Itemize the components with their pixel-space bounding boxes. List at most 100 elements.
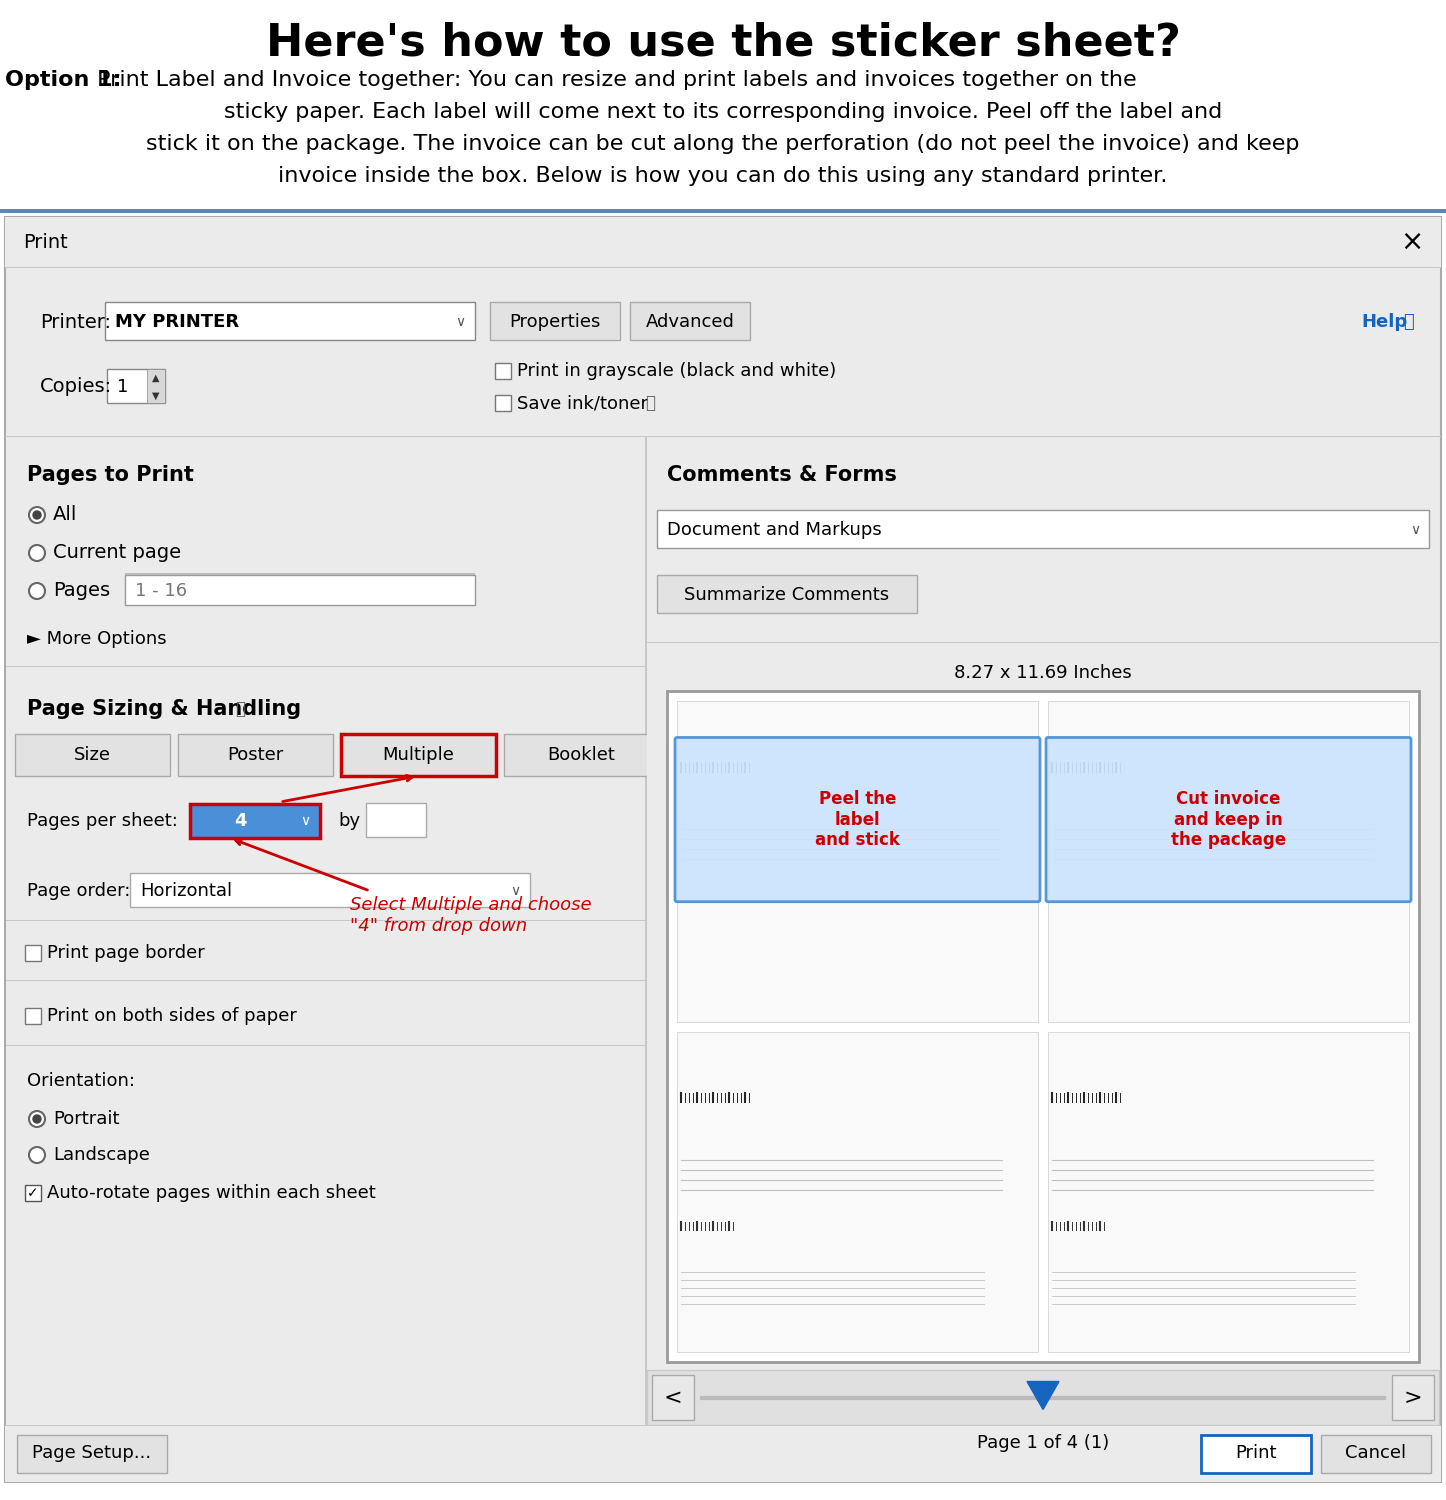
Text: Size: Size [74,746,110,764]
Circle shape [29,1148,45,1162]
Circle shape [29,1112,45,1126]
Text: 1 - 16: 1 - 16 [134,582,187,600]
Text: All: All [54,506,78,525]
Bar [495,363,510,380]
Text: Comments & Forms: Comments & Forms [667,465,897,484]
FancyBboxPatch shape [630,302,750,340]
Text: Poster: Poster [227,746,283,764]
Bar [25,945,40,962]
Bar [25,1008,40,1025]
Text: Peel the
label
and stick: Peel the label and stick [816,790,899,849]
FancyBboxPatch shape [656,510,1429,548]
FancyBboxPatch shape [189,804,320,838]
Circle shape [33,1114,40,1124]
Bar [495,394,510,411]
FancyBboxPatch shape [675,738,1040,902]
FancyBboxPatch shape [107,369,165,404]
Text: ▲: ▲ [152,374,159,382]
Text: Landscape: Landscape [54,1146,150,1164]
Text: 8.27 x 11.69 Inches: 8.27 x 11.69 Inches [954,664,1132,682]
Circle shape [29,544,45,561]
Bar [645,436,646,1426]
Text: ⓘ: ⓘ [236,700,244,718]
FancyBboxPatch shape [106,302,474,340]
Text: ⓘ: ⓘ [1404,314,1414,332]
Text: ✓: ✓ [27,1186,39,1200]
Text: ∨: ∨ [299,815,309,828]
Text: Print in grayscale (black and white): Print in grayscale (black and white) [518,362,836,380]
Bar [1048,1032,1408,1352]
Text: Print Label and Invoice together: You can resize and print labels and invoices t: Print Label and Invoice together: You ca… [90,70,1137,90]
Text: Auto-rotate pages within each sheet: Auto-rotate pages within each sheet [48,1184,376,1202]
Text: Horizontal: Horizontal [140,882,233,900]
Text: MY PRINTER: MY PRINTER [116,314,239,332]
Bar [1048,700,1408,1022]
Text: Pages to Print: Pages to Print [27,465,194,484]
Text: Printer:: Printer: [40,312,111,332]
Bar [677,1032,1038,1352]
Text: Print: Print [1235,1444,1277,1462]
Text: Orientation:: Orientation: [27,1072,134,1090]
Text: Option 1:: Option 1: [4,70,121,90]
Text: Portrait: Portrait [54,1110,120,1128]
Text: Help: Help [1361,314,1407,332]
Text: ∨: ∨ [1410,524,1420,537]
FancyBboxPatch shape [1202,1434,1312,1473]
FancyBboxPatch shape [652,1376,694,1420]
FancyBboxPatch shape [178,734,333,776]
Text: Booklet: Booklet [547,746,615,764]
Text: Document and Markups: Document and Markups [667,520,882,538]
Text: Copies:: Copies: [40,378,113,396]
Bar [0,209,1446,213]
Bar [677,700,1038,1022]
Text: ⓘ: ⓘ [645,394,655,412]
Text: Page 1 of 4 (1): Page 1 of 4 (1) [977,1434,1109,1452]
Text: Cancel: Cancel [1345,1444,1407,1462]
FancyBboxPatch shape [490,302,620,340]
FancyBboxPatch shape [14,734,171,776]
Text: Print page border: Print page border [48,944,205,962]
Text: Summarize Comments: Summarize Comments [684,586,889,604]
FancyBboxPatch shape [1045,738,1411,902]
Text: Current page: Current page [54,543,181,562]
Text: Advanced: Advanced [645,314,735,332]
Text: >: > [1404,1388,1423,1407]
FancyBboxPatch shape [656,574,917,614]
FancyBboxPatch shape [505,734,659,776]
Text: ► More Options: ► More Options [27,630,166,648]
FancyBboxPatch shape [17,1434,166,1473]
Circle shape [29,507,45,524]
Text: Save ink/toner: Save ink/toner [518,394,648,412]
Text: sticky paper. Each label will come next to its corresponding invoice. Peel off t: sticky paper. Each label will come next … [224,102,1222,122]
FancyBboxPatch shape [341,734,496,776]
Bar [4,1425,1442,1482]
Text: Properties: Properties [509,314,600,332]
Text: ∨: ∨ [510,884,521,898]
Text: ▼: ▼ [152,392,159,400]
FancyBboxPatch shape [130,873,531,907]
Text: Cut invoice
and keep in
the package: Cut invoice and keep in the package [1171,790,1285,849]
Text: Page order:: Page order: [27,882,130,900]
Bar [646,1370,1439,1425]
Bar [25,1185,40,1202]
FancyBboxPatch shape [366,802,427,837]
FancyBboxPatch shape [1392,1376,1434,1420]
Text: ∨: ∨ [455,315,466,328]
Text: 4: 4 [234,812,246,830]
Circle shape [29,584,45,598]
Text: Print on both sides of paper: Print on both sides of paper [48,1007,296,1025]
Text: invoice inside the box. Below is how you can do this using any standard printer.: invoice inside the box. Below is how you… [278,166,1168,186]
FancyBboxPatch shape [667,692,1419,1362]
Bar [4,217,1442,267]
Text: <: < [664,1388,683,1407]
Bar [124,573,474,574]
Bar [6,440,645,1425]
Text: Page Setup...: Page Setup... [32,1444,152,1462]
Polygon shape [1027,1382,1058,1410]
Text: Pages per sheet:: Pages per sheet: [27,812,178,830]
Text: Pages: Pages [54,582,110,600]
FancyBboxPatch shape [1322,1434,1432,1473]
Text: Here's how to use the sticker sheet?: Here's how to use the sticker sheet? [266,22,1180,64]
Text: ×: × [1400,228,1423,256]
Text: stick it on the package. The invoice can be cut along the perforation (do not pe: stick it on the package. The invoice can… [146,134,1300,154]
